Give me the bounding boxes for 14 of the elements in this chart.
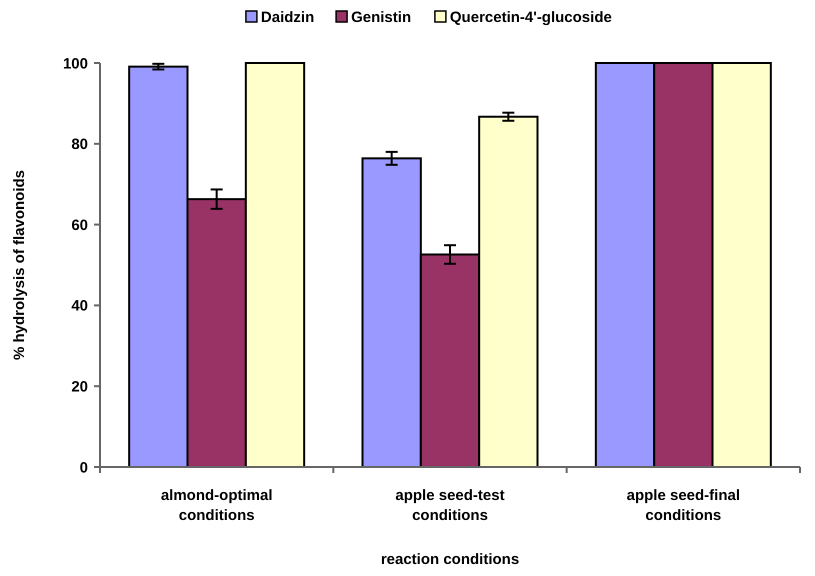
x-axis-title: reaction conditions xyxy=(380,551,520,568)
y-tick-label: 80 xyxy=(71,136,88,154)
y-tick-label: 60 xyxy=(71,216,88,234)
y-axis-title: % hydrolysis of flavonoids xyxy=(11,170,28,360)
legend-label: Quercetin-4'-glucoside xyxy=(450,9,612,26)
y-tick-label: 100 xyxy=(62,55,88,72)
x-tick-label: apple seed-final conditions xyxy=(626,487,740,524)
legend-label: Genistin xyxy=(351,9,412,26)
x-tick-label: almond-optimal conditions xyxy=(160,487,273,524)
y-tick-label: 0 xyxy=(80,459,88,476)
legend-label: Daidzin xyxy=(260,9,314,26)
x-tick-label: apple seed-test conditions xyxy=(395,487,505,524)
y-tick-label: 40 xyxy=(71,298,88,315)
y-tick-label: 20 xyxy=(71,378,88,396)
